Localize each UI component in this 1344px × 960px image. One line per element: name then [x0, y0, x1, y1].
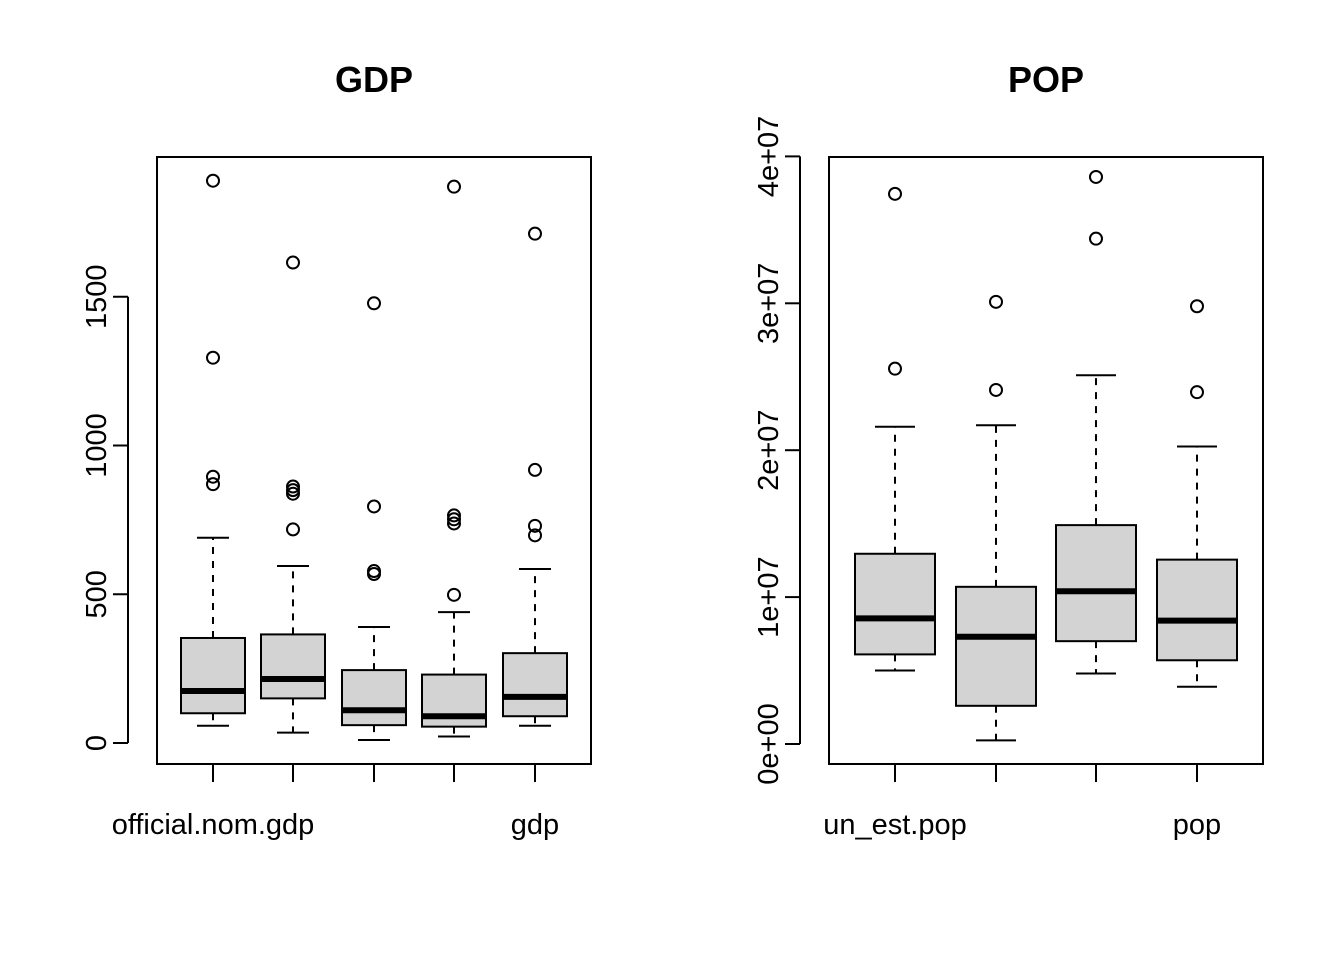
- gdp-outlier-point: [286, 255, 300, 270]
- gdp-y-tick-label: 0: [81, 735, 113, 751]
- pop-y-tick-label: 0e+00: [753, 703, 785, 784]
- pop-box: [955, 585, 1037, 707]
- pop-box: [854, 552, 936, 656]
- gdp-y-tick-label: 500: [81, 570, 113, 618]
- pop-outlier-point: [888, 186, 902, 201]
- pop-panel: POP 0e+00 1e+07 2e+07 3e+07 4e+07 un_est.pop…: [753, 59, 1264, 841]
- gdp-outlier-point: [447, 512, 461, 527]
- gdp-box: [502, 652, 568, 718]
- gdp-outlier-point: [206, 350, 220, 365]
- pop-box: [1156, 558, 1238, 662]
- pop-chart-title: POP: [1008, 59, 1084, 100]
- pop-y-tick-label: 2e+07: [753, 409, 785, 490]
- gdp-panel: GDP 0 500 1000 1500 official.nom.gdp gdp: [81, 59, 592, 841]
- gdp-outlier-point: [206, 173, 220, 188]
- gdp-outlier-point: [447, 508, 461, 523]
- gdp-box: [180, 636, 246, 715]
- gdp-outlier-point: [206, 469, 220, 484]
- pop-y-axis: 0e+00 1e+07 2e+07 3e+07 4e+07: [753, 116, 801, 785]
- gdp-x-axis: official.nom.gdp gdp: [112, 763, 559, 841]
- pop-outlier-point: [989, 382, 1003, 397]
- gdp-outlier-point: [367, 499, 381, 514]
- pop-box: [1055, 524, 1137, 643]
- gdp-x-tick-label: official.nom.gdp: [112, 809, 315, 841]
- gdp-box: [341, 669, 407, 727]
- gdp-outlier-point: [528, 518, 542, 533]
- pop-outlier-point: [888, 361, 902, 376]
- pop-y-tick-label: 4e+07: [753, 116, 785, 197]
- gdp-outlier-point: [528, 528, 542, 543]
- gdp-outlier-point: [367, 564, 381, 579]
- pop-outlier-point: [1190, 385, 1204, 400]
- gdp-outlier-point: [206, 477, 220, 492]
- pop-y-tick-label: 1e+07: [753, 556, 785, 637]
- pop-outlier-point: [1089, 169, 1103, 184]
- gdp-outlier-point: [367, 296, 381, 311]
- pop-outlier-point: [989, 294, 1003, 309]
- pop-x-tick-label: pop: [1173, 809, 1221, 841]
- gdp-boxes: [180, 173, 568, 742]
- pop-x-axis: un_est.pop pop: [823, 763, 1221, 841]
- gdp-box: [260, 633, 326, 700]
- gdp-outlier-point: [528, 226, 542, 241]
- pop-x-tick-label: un_est.pop: [823, 809, 967, 841]
- gdp-y-tick-label: 1500: [81, 264, 113, 329]
- gdp-y-tick-label: 1000: [81, 413, 113, 478]
- gdp-outlier-point: [286, 479, 300, 494]
- gdp-chart-title: GDP: [335, 59, 413, 100]
- pop-outlier-point: [1089, 231, 1103, 246]
- pop-y-tick-label: 3e+07: [753, 263, 785, 344]
- gdp-outlier-point: [447, 516, 461, 531]
- gdp-x-tick-label: gdp: [511, 809, 559, 841]
- gdp-outlier-point: [528, 462, 542, 477]
- gdp-y-axis: 0 500 1000 1500: [81, 264, 129, 751]
- pop-boxes: [854, 169, 1238, 742]
- gdp-outlier-point: [447, 179, 461, 194]
- gdp-outlier-point: [286, 522, 300, 537]
- gdp-outlier-point: [447, 587, 461, 602]
- pop-outlier-point: [1190, 299, 1204, 314]
